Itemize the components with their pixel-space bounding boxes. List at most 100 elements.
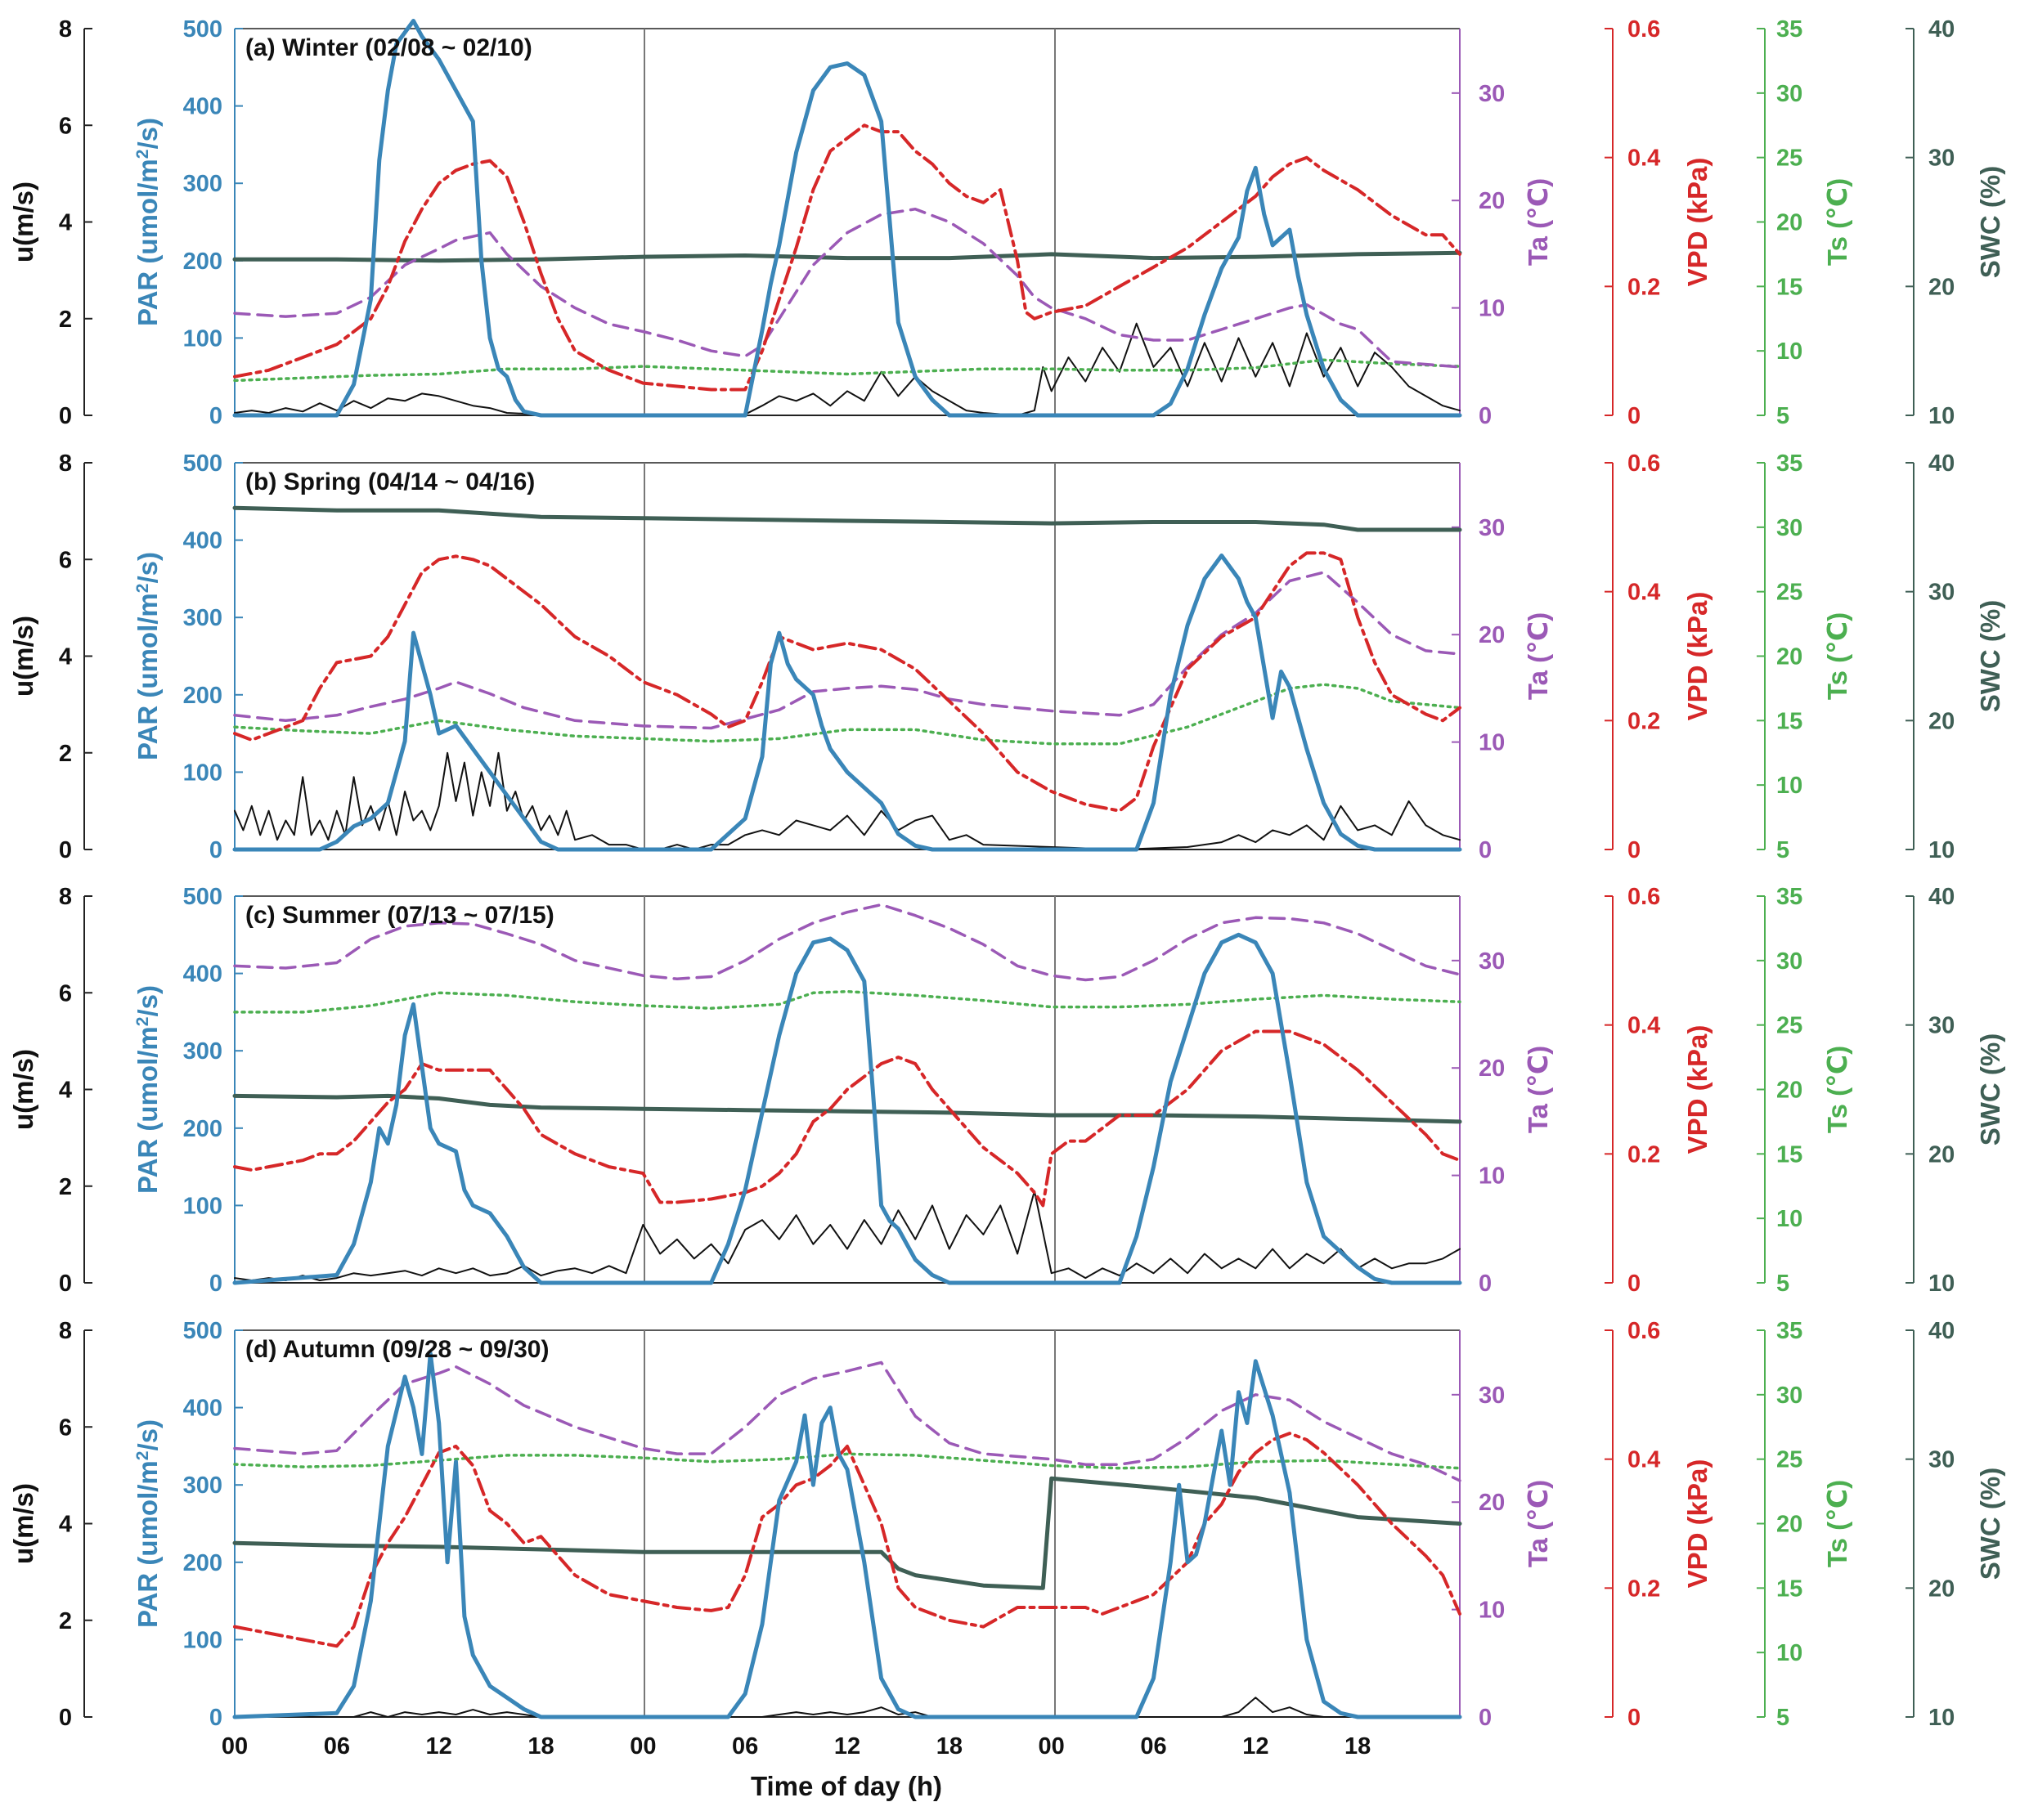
series-ta-line [233,571,1461,730]
swc-tick-label: 40 [1928,16,1955,43]
ts-tick-label: 35 [1776,884,1802,910]
par-tick-label: 400 [183,1396,222,1422]
par-tick-label: 0 [209,837,222,863]
ts-tick-label: 5 [1776,1705,1789,1731]
par-tick-label: 200 [183,1550,222,1576]
par-tick-label: 200 [183,1116,222,1142]
par-axis-title-main: PAR (umol/m [132,159,163,326]
par-tick-label: 0 [209,1705,222,1731]
ts-tick-label: 35 [1776,1318,1802,1344]
x-tick-label: 12 [426,1733,452,1759]
par-axis-title: PAR (umol/m2/s) [132,118,163,326]
swc-tick-label: 10 [1928,403,1955,429]
ta-tick-label: 30 [1479,81,1505,107]
u-tick-label: 0 [59,1271,72,1297]
par-tick-label: 400 [183,962,222,988]
swc-tick-label: 10 [1928,837,1955,863]
series-swc-line [232,250,1462,263]
series-vpd-line [233,123,1461,392]
x-tick-label: 06 [324,1733,350,1759]
swc-tick-label: 30 [1928,1447,1955,1473]
ta-axis-title: Ta (℃) [1523,1046,1553,1133]
swc-axis-title: SWC (%) [1975,166,2005,278]
vpd-tick-label: 0.2 [1627,274,1660,300]
x-tick-label: 18 [1344,1733,1371,1759]
panel-title: (c) Summer (07/13 ~ 07/15) [245,902,554,929]
ta-tick-label: 0 [1479,1271,1492,1297]
series-ts-line [233,1452,1461,1470]
ts-tick-label: 25 [1776,580,1802,606]
panel-title: (b) Spring (04/14 ~ 04/16) [245,468,535,495]
panel-spring: 0 2 4 6 8 0 100 200 300 400 500 0 10 20 30 Ta (℃) 0 0.2 0.… [8,451,2005,863]
par-tick-label: 500 [183,16,222,43]
vpd-tick-label: 0.2 [1627,1576,1660,1602]
series-u-line [234,1697,1461,1718]
ta-tick-label: 0 [1479,837,1492,863]
par-tick-label: 400 [183,528,222,554]
vpd-tick-label: 0.6 [1627,1318,1660,1344]
ts-tick-label: 20 [1776,1078,1802,1104]
x-tick-label: 18 [527,1733,554,1759]
vpd-tick-label: 0.6 [1627,451,1660,477]
swc-tick-label: 40 [1928,884,1955,910]
ts-tick-label: 35 [1776,451,1802,477]
par-axis-title-main: PAR (umol/m [132,1026,163,1194]
panel-title: (a) Winter (02/08 ~ 02/10) [245,34,532,61]
par-tick-label: 300 [183,1038,222,1065]
ta-axis-title: Ta (℃) [1523,1480,1553,1567]
par-axis-title-end: /s) [132,1419,163,1451]
u-tick-label: 2 [59,307,72,333]
par-axis-title-superscript: 2 [133,1017,152,1027]
swc-axis-title: SWC (%) [1975,1033,2005,1145]
vpd-tick-label: 0 [1627,403,1641,429]
panel-title: (d) Autumn (09/28 ~ 09/30) [245,1336,549,1363]
u-tick-label: 4 [59,1078,72,1104]
par-axis-title: PAR (umol/m2/s) [132,985,163,1194]
series-swc-line [232,1476,1462,1590]
vpd-axis-title: VPD (kPa) [1682,1025,1713,1154]
ta-tick-label: 10 [1479,1598,1505,1624]
par-tick-label: 300 [183,1473,222,1499]
series-swc-line [232,505,1462,532]
u-tick-label: 8 [59,451,72,477]
swc-tick-label: 10 [1928,1705,1955,1731]
series-u-line [234,322,1461,416]
par-tick-label: 0 [209,1271,222,1297]
ts-tick-label: 20 [1776,1512,1802,1538]
ts-tick-label: 20 [1776,644,1802,670]
par-tick-label: 500 [183,451,222,477]
u-tick-label: 6 [59,113,72,139]
swc-tick-label: 30 [1928,580,1955,606]
ts-tick-label: 25 [1776,1013,1802,1039]
par-tick-label: 500 [183,884,222,910]
par-tick-label: 300 [183,605,222,631]
par-tick-label: 100 [183,325,222,352]
x-tick-label: 12 [834,1733,860,1759]
panel-winter: 0 2 4 6 8 0 100 200 300 400 500 0 10 20 30 Ta (℃) 0 0.2 0.… [8,16,2005,429]
u-tick-label: 2 [59,1608,72,1634]
u-tick-label: 4 [59,1512,72,1538]
series-ts-line [233,358,1461,383]
ta-tick-label: 10 [1479,1163,1505,1190]
ts-tick-label: 5 [1776,403,1789,429]
ts-axis-title: Ts (℃) [1822,1046,1852,1133]
series-ta-line [233,903,1461,982]
u-tick-label: 0 [59,837,72,863]
vpd-tick-label: 0.6 [1627,16,1660,43]
ts-tick-label: 15 [1776,1576,1802,1602]
ta-tick-label: 20 [1479,188,1505,214]
vpd-tick-label: 0.4 [1627,1447,1660,1473]
x-axis: 00 06 12 18 00 06 12 18 00 06 12 18 [222,1733,1371,1759]
par-axis-title-superscript: 2 [133,150,152,159]
series-u-line [234,1190,1461,1281]
ts-tick-label: 15 [1776,1141,1802,1168]
ts-tick-label: 25 [1776,1447,1802,1473]
ts-tick-label: 15 [1776,708,1802,734]
par-tick-label: 300 [183,171,222,197]
x-tick-label: 06 [732,1733,758,1759]
par-tick-label: 200 [183,249,222,275]
series-par-line [232,19,1462,418]
ts-tick-label: 5 [1776,1271,1789,1297]
u-tick-label: 2 [59,741,72,767]
ts-tick-label: 30 [1776,515,1802,541]
